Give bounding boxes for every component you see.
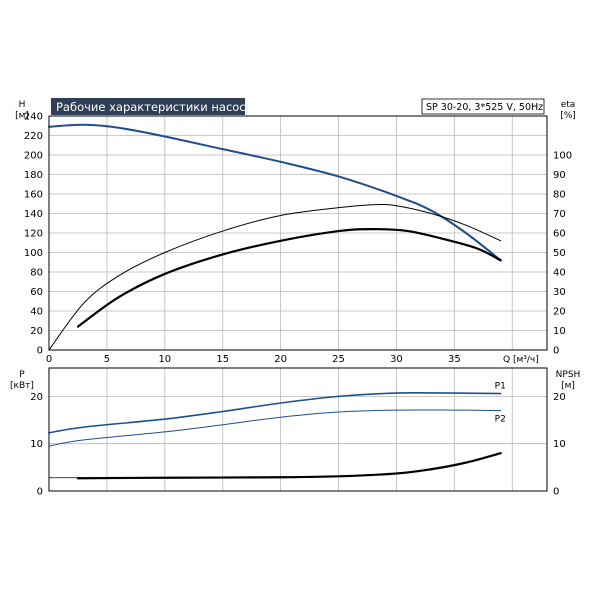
- top-right-axis-unit: [%]: [560, 111, 576, 121]
- top-panel-grid: [49, 116, 547, 350]
- top-left-tick-label: 240: [24, 112, 43, 123]
- x-tick-label: 10: [158, 354, 171, 365]
- bottom-right-tick-label: 20: [553, 392, 566, 403]
- bottom-right-axis-unit: [м]: [561, 381, 575, 391]
- bottom-left-tick-label: 20: [30, 392, 43, 403]
- top-left-tick-label: 60: [30, 287, 43, 298]
- axis-labels: 0 5 10 15 20 25 30 35 Q [м³/ч]020406080100120140…: [10, 100, 580, 498]
- x-tick-label: 25: [332, 354, 345, 365]
- chart-title-background: [51, 98, 245, 115]
- chart-subtitle: SP 30-20, 3*525 V, 50Hz: [426, 102, 543, 113]
- series-label-p1: P1: [495, 382, 506, 392]
- top-right-tick-label: 40: [553, 268, 566, 279]
- bottom-left-tick-label: 10: [30, 439, 43, 450]
- top-right-tick-label: 30: [553, 287, 566, 298]
- bottom-panel-frame: [48, 367, 548, 492]
- top-left-tick-label: 220: [24, 131, 43, 142]
- top-left-tick-label: 160: [24, 190, 43, 201]
- bottom-left-axis-unit: [кВт]: [10, 381, 34, 391]
- x-tick-label: 20: [274, 354, 287, 365]
- top-right-tick-label: 100: [553, 151, 572, 162]
- bottom-right-tick-label: 10: [553, 439, 566, 450]
- bottom-left-axis-label: P: [19, 370, 25, 380]
- top-left-tick-label: 20: [30, 326, 43, 337]
- top-right-tick-label: 70: [553, 209, 566, 220]
- top-right-tick-label: 10: [553, 326, 566, 337]
- top-left-tick-label: 140: [24, 209, 43, 220]
- top-panel-series: [48, 123, 502, 351]
- bottom-panel-grid: [49, 368, 547, 491]
- top-left-tick-label: 180: [24, 170, 43, 181]
- top-left-axis-label: H: [19, 100, 26, 110]
- series-line-p2: [48, 409, 502, 447]
- series-line-eta-thick: [76, 228, 502, 328]
- x-tick-label: 35: [448, 354, 461, 365]
- x-axis-label: Q [м³/ч]: [503, 355, 539, 365]
- series-line-eta-thin: [48, 204, 502, 351]
- bottom-right-tick-label: 0: [553, 487, 559, 498]
- x-tick-label: 30: [390, 354, 403, 365]
- top-right-tick-label: 50: [553, 248, 566, 259]
- top-left-tick-label: 40: [30, 307, 43, 318]
- bottom-panel-series: [48, 392, 502, 480]
- series-line-npsh: [76, 452, 502, 480]
- top-left-tick-label: 0: [37, 346, 43, 357]
- top-right-tick-label: 0: [553, 346, 559, 357]
- top-right-tick-label: 60: [553, 229, 566, 240]
- top-left-tick-label: 200: [24, 151, 43, 162]
- top-right-tick-label: 80: [553, 190, 566, 201]
- top-right-tick-label: 20: [553, 307, 566, 318]
- top-left-tick-label: 120: [24, 229, 43, 240]
- top-left-axis-unit: [м]: [15, 111, 29, 121]
- top-left-tick-label: 100: [24, 248, 43, 259]
- x-tick-label: 15: [216, 354, 229, 365]
- x-tick-label: 5: [104, 354, 110, 365]
- series-line-p1: [48, 392, 502, 434]
- bottom-right-axis-label: NPSH: [556, 370, 581, 380]
- top-right-tick-label: 90: [553, 170, 566, 181]
- x-tick-label: 0: [46, 354, 52, 365]
- top-left-tick-label: 80: [30, 268, 43, 279]
- chart-subtitle-box: [421, 98, 545, 115]
- series-label-p2: P2: [495, 415, 506, 425]
- series-line-h: [48, 123, 502, 262]
- bottom-left-tick-label: 0: [37, 487, 43, 498]
- chart-title: Рабочие характеристики насоса: [56, 100, 253, 114]
- top-right-axis-label: eta: [561, 100, 576, 110]
- top-panel-frame: [48, 115, 548, 351]
